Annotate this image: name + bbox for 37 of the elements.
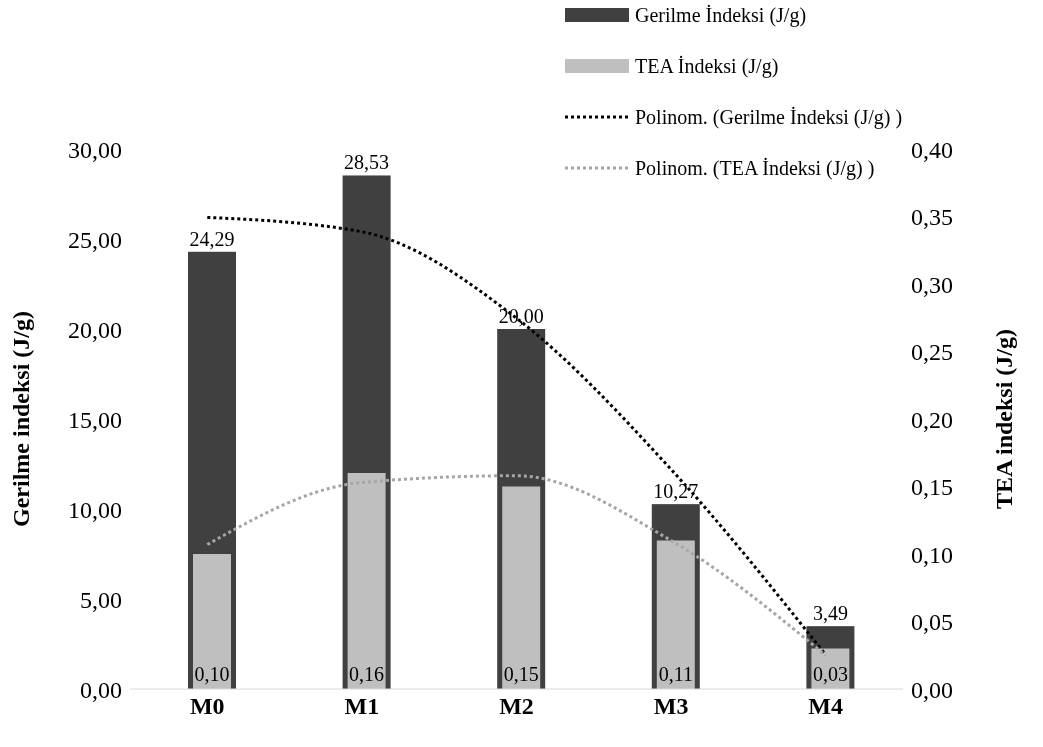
y2-tick-label: 0,20	[911, 406, 953, 433]
x-tick-label: M3	[653, 693, 689, 720]
x-tick-label: M0	[189, 693, 225, 720]
y-tick-label: 20,00	[68, 316, 122, 343]
y-axis-title: Gerilme indeksi (J/g)	[7, 311, 34, 527]
x-tick-label: M2	[499, 693, 534, 720]
y-tick-label: 15,00	[68, 406, 122, 433]
data-label: 0,10	[194, 663, 230, 685]
y2-tick-label: 0,00	[911, 676, 953, 703]
legend-label: Polinom. (TEA İndeksi (J/g) )	[635, 157, 875, 180]
data-label: 0,11	[658, 663, 693, 685]
data-label: 0,16	[349, 663, 385, 685]
legend-label: Polinom. (Gerilme İndeksi (J/g) )	[635, 106, 903, 129]
data-label: 10,27	[653, 480, 699, 503]
y2-tick-label: 0,15	[911, 474, 953, 501]
y-tick-label: 30,00	[68, 136, 122, 163]
data-label: 28,53	[344, 151, 390, 174]
y-tick-label: 25,00	[68, 226, 122, 253]
data-label: 0,15	[503, 663, 539, 685]
y2-axis-title: TEA indeksi (J/g)	[990, 328, 1017, 510]
bar	[193, 554, 231, 689]
y2-tick-label: 0,25	[911, 339, 953, 366]
y2-tick-label: 0,30	[911, 271, 953, 298]
data-label: 0,03	[812, 663, 848, 685]
data-label: 3,49	[812, 602, 848, 625]
y-tick-label: 10,00	[68, 496, 122, 523]
x-tick-label: M4	[808, 693, 844, 720]
legend-label: Gerilme İndeksi (J/g)	[635, 4, 807, 27]
y-tick-label: 5,00	[80, 586, 122, 613]
y2-tick-label: 0,40	[911, 136, 953, 163]
data-label: 24,29	[189, 227, 235, 250]
y-tick-label: 0,00	[80, 676, 122, 703]
x-tick-label: M1	[344, 693, 380, 720]
legend-label: TEA İndeksi (J/g)	[635, 55, 779, 78]
y2-tick-label: 0,35	[911, 204, 953, 231]
y2-tick-label: 0,05	[911, 609, 953, 636]
y2-tick-label: 0,10	[911, 541, 953, 568]
